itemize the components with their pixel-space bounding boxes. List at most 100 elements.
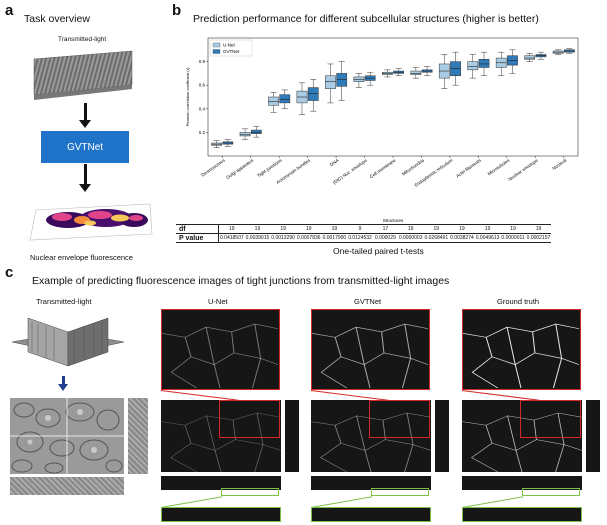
y-axis-label: Pearson correlation coefficient (r): [185, 67, 190, 127]
unet-yz-image: [285, 400, 299, 472]
gvtnet-zoom-image: [311, 309, 430, 390]
box-unet: [410, 70, 422, 75]
col-label-gvtnet: GVTNet: [354, 297, 382, 306]
p-value-cell: 0.0268491: [423, 233, 450, 243]
x-tick-label: Mitochondria: [401, 157, 425, 176]
box-unet: [524, 55, 536, 60]
gvtnet-xz-image: [311, 476, 431, 490]
nuclear-envelope-label: Nuclear envelope fluorescence: [30, 253, 133, 262]
box-unet: [239, 132, 251, 137]
df-cell: 9: [347, 224, 373, 234]
p-value-cell: 0.0000011: [500, 233, 526, 243]
unet-xz-zoom-region: [221, 488, 279, 496]
boxplot-svg: 0.2 0.4 0.6 0.8 Pearson correlation coeffici…: [185, 37, 579, 223]
unet-xz-image: [161, 476, 281, 490]
df-cell: 17: [372, 224, 398, 234]
box-gvtnet: [250, 129, 262, 134]
transmitted-xy-image: [10, 398, 124, 474]
df-cell: 19: [474, 224, 501, 234]
p-value-cell: 0.0007836: [295, 233, 322, 243]
p-value-row: P value 0.0418507 0.0039015 0.0013290 0.…: [176, 233, 552, 243]
x-axis-label: Structures: [383, 218, 404, 223]
transmitted-light-stack-image: [8, 308, 128, 376]
legend-label: U-Net: [223, 43, 236, 48]
legend-swatch: [212, 42, 221, 48]
gvtnet-zoom-region: [369, 400, 430, 438]
box-gvtnet: [307, 87, 319, 101]
df-cell: 19: [321, 224, 348, 234]
x-tick-label: Tight junctions: [256, 157, 283, 178]
transmitted-light-surface-image: [28, 45, 138, 101]
p-value-cell: 0.0013290: [270, 233, 296, 243]
unet-zoom-region: [219, 400, 280, 438]
df-cell: 19: [525, 224, 552, 234]
ground-truth-yz-image: [586, 400, 600, 472]
box-gvtnet: [279, 94, 291, 104]
legend-label: GVTNet: [223, 49, 240, 54]
ground-truth-xz-zoom-region: [522, 488, 580, 496]
down-arrow-icon: [84, 164, 87, 186]
y-tick-label: 0.4: [199, 106, 206, 111]
p-value-cell: 0.000029: [372, 233, 398, 243]
x-tick-label: Actin filaments: [455, 157, 482, 178]
ground-truth-zoom-region: [520, 400, 581, 438]
boxplot-chart: 0.2 0.4 0.6 0.8 Pearson correlation coeffici…: [176, 30, 596, 226]
blue-arrow-head-icon: [58, 384, 68, 391]
legend-box: [209, 39, 253, 57]
col-label-transmitted: Transmitted-light: [36, 297, 92, 306]
gvtnet-yz-image: [435, 400, 449, 472]
x-tick-label: Desmosomes: [200, 157, 226, 177]
df-cell: 19: [295, 224, 322, 234]
unet-zoom-image: [161, 309, 280, 390]
p-value-cell: 0.0038274: [449, 233, 475, 243]
table-caption: One-tailed paired t-tests: [333, 246, 424, 256]
y-tick-label: 0.8: [199, 59, 206, 64]
down-arrow-icon: [84, 103, 87, 123]
ground-truth-zoom-image: [462, 309, 581, 390]
stats-table: df 19 19 19 19 19 9 17 19 19 19 19 19 19…: [176, 224, 552, 243]
panel-b-letter: b: [172, 2, 182, 19]
arrow-head-icon: [79, 120, 91, 128]
col-label-unet: U-Net: [208, 297, 228, 306]
box-gvtnet: [336, 73, 348, 87]
gvtnet-xz-zoom-region: [371, 488, 429, 496]
box-unet: [268, 96, 279, 106]
x-tick-label: Cell membrane: [369, 157, 397, 179]
p-value-cell: 0.0039015: [244, 233, 271, 243]
transmitted-yz-image: [128, 398, 148, 474]
box-gvtnet: [478, 58, 490, 68]
gvtnet-xy-image: [311, 400, 431, 472]
panel-c-title: Example of predicting fluorescence image…: [32, 275, 450, 287]
x-tick-label: Nuclear envelope: [507, 157, 539, 181]
ground-truth-xz-image: [462, 476, 582, 490]
df-cell: 19: [449, 224, 475, 234]
p-value-cell: 0.0418507: [218, 233, 245, 243]
unet-xy-image: [161, 400, 281, 472]
df-cell: 19: [244, 224, 271, 234]
panel-c-letter: c: [5, 264, 14, 281]
ground-truth-xz-zoom-image: [462, 507, 582, 522]
df-label: df: [176, 224, 219, 234]
y-tick-label: 0.6: [199, 83, 206, 88]
panel-a-title: Task overview: [24, 13, 90, 25]
gvtnet-xz-zoom-image: [311, 507, 431, 522]
transmitted-light-label: Transmitted-light: [58, 36, 107, 43]
transmitted-xz-image: [10, 477, 124, 495]
p-value-cell: 0.0000003: [397, 233, 424, 243]
legend-swatch: [212, 49, 221, 54]
df-cell: 19: [397, 224, 424, 234]
blue-down-arrow-icon: [62, 376, 65, 386]
df-cell: 19: [218, 224, 245, 234]
p-value-cell: 0.0002157: [525, 233, 552, 243]
df-cell: 19: [270, 224, 296, 234]
p-value-label: P value: [176, 233, 219, 243]
panel-b-title: Prediction performance for different sub…: [193, 13, 539, 25]
col-label-ground-truth: Ground truth: [497, 297, 540, 306]
panel-a-letter: a: [5, 2, 14, 19]
df-cell: 19: [423, 224, 450, 234]
gvtnet-model-box: GVTNet: [41, 131, 129, 163]
arrow-head-icon: [79, 184, 91, 192]
p-value-cell: 0.0049613: [474, 233, 501, 243]
box-unet: [467, 61, 479, 71]
df-cell: 19: [500, 224, 526, 234]
